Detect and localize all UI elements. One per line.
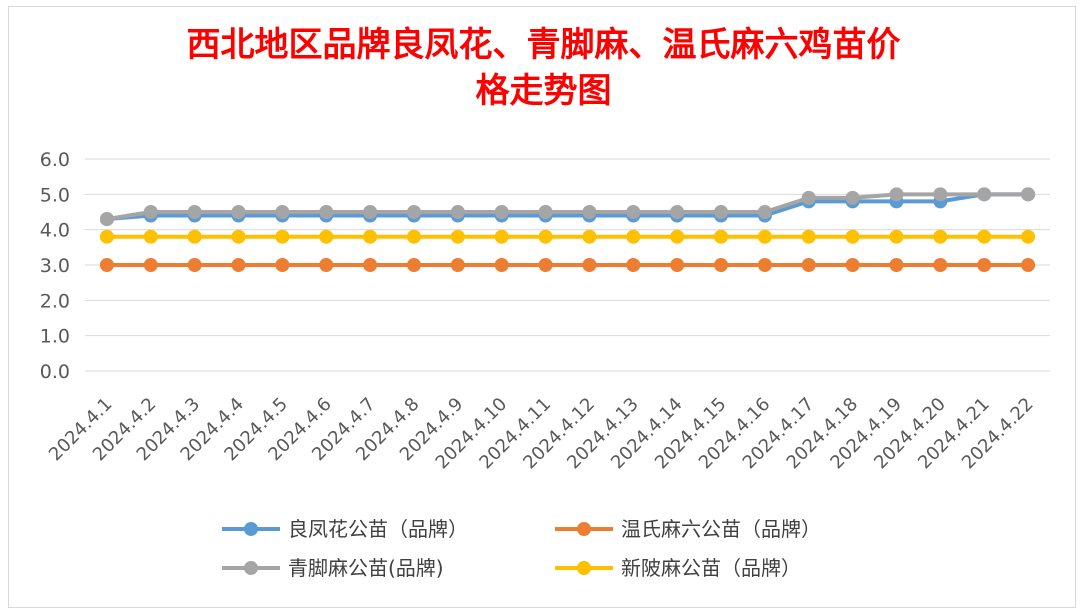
legend-swatch-marker	[244, 522, 258, 536]
legend-swatch-marker	[244, 561, 258, 575]
data-point	[801, 258, 816, 272]
data-point	[757, 205, 772, 219]
data-point	[406, 229, 421, 244]
legend-item: 良凤花公苗（品牌）	[222, 517, 468, 541]
data-point	[494, 229, 509, 244]
y-tick-label: 6.0	[40, 149, 70, 171]
series-lines	[99, 187, 1036, 272]
data-point	[670, 258, 685, 272]
data-point	[187, 229, 202, 244]
data-point	[231, 258, 246, 272]
data-point	[714, 258, 729, 272]
data-point	[99, 258, 114, 272]
data-point	[889, 258, 904, 272]
chart-title-line-1: 西北地区品牌良凤花、青脚麻、温氏麻六鸡苗价	[186, 25, 901, 65]
data-point	[538, 229, 553, 244]
data-point	[275, 258, 290, 272]
data-point	[99, 212, 114, 227]
legend-label: 青脚麻公苗(品牌)	[288, 556, 444, 580]
series-3	[99, 229, 1036, 244]
data-point	[977, 229, 992, 244]
data-point	[275, 205, 290, 219]
data-point	[670, 205, 685, 219]
data-point	[933, 187, 948, 202]
chart-title-line-2: 格走势图	[475, 71, 612, 111]
data-point	[626, 205, 641, 219]
data-point	[889, 229, 904, 244]
data-point	[99, 229, 114, 244]
data-point	[406, 205, 421, 219]
data-point	[275, 229, 290, 244]
chart-frame	[8, 6, 1076, 608]
legend-item: 温氏麻六公苗（品牌）	[555, 517, 821, 541]
data-point	[538, 205, 553, 219]
y-tick-label: 5.0	[40, 184, 70, 206]
y-axis-ticks: 0.0 1.0 2.0 3.0 4.0 5.0 6.0	[40, 149, 70, 383]
data-point	[977, 258, 992, 272]
data-point	[801, 229, 816, 244]
data-point	[406, 258, 421, 272]
legend-swatch-marker	[577, 522, 591, 536]
series-1	[99, 258, 1036, 272]
data-point	[933, 258, 948, 272]
data-point	[582, 205, 597, 219]
legend: 良凤花公苗（品牌） 温氏麻六公苗（品牌） 青脚麻公苗(品牌) 新陂麻公苗（品牌）	[222, 517, 821, 580]
data-point	[143, 229, 158, 244]
data-point	[494, 205, 509, 219]
data-point	[363, 229, 378, 244]
data-point	[582, 229, 597, 244]
data-point	[143, 258, 158, 272]
x-axis-ticks: 2024.4.12024.4.22024.4.32024.4.42024.4.5…	[45, 394, 1038, 474]
data-point	[714, 205, 729, 219]
data-point	[977, 187, 992, 202]
series-line	[106, 192, 1029, 222]
series-2	[99, 187, 1036, 227]
data-point	[1021, 258, 1036, 272]
data-point	[933, 229, 948, 244]
y-tick-label: 0.0	[40, 361, 70, 383]
legend-item: 青脚麻公苗(品牌)	[222, 556, 444, 580]
data-point	[450, 229, 465, 244]
y-tick-label: 4.0	[40, 220, 70, 242]
series-line	[106, 192, 1029, 222]
data-point	[363, 205, 378, 219]
data-point	[143, 205, 158, 219]
data-point	[582, 258, 597, 272]
data-point	[889, 187, 904, 202]
data-point	[801, 190, 816, 205]
data-point	[845, 258, 860, 272]
data-point	[450, 258, 465, 272]
legend-label: 新陂麻公苗（品牌）	[621, 556, 801, 580]
data-point	[670, 229, 685, 244]
y-tick-label: 2.0	[40, 290, 70, 312]
data-point	[450, 205, 465, 219]
data-point	[626, 258, 641, 272]
legend-label: 温氏麻六公苗（品牌）	[621, 517, 821, 541]
data-point	[714, 229, 729, 244]
data-point	[845, 229, 860, 244]
y-tick-label: 3.0	[40, 255, 70, 277]
data-point	[363, 258, 378, 272]
data-point	[231, 229, 246, 244]
data-point	[494, 258, 509, 272]
data-point	[757, 229, 772, 244]
legend-swatch-marker	[577, 561, 591, 575]
data-point	[319, 205, 334, 219]
data-point	[1021, 187, 1036, 202]
chart-title: 西北地区品牌良凤花、青脚麻、温氏麻六鸡苗价 格走势图	[0, 22, 1087, 114]
data-point	[538, 258, 553, 272]
data-point	[626, 229, 641, 244]
legend-item: 新陂麻公苗（品牌）	[555, 556, 801, 580]
data-point	[757, 258, 772, 272]
data-point	[231, 205, 246, 219]
data-point	[187, 258, 202, 272]
y-tick-label: 1.0	[40, 326, 70, 348]
data-point	[1021, 229, 1036, 244]
data-point	[319, 258, 334, 272]
data-point	[845, 190, 860, 205]
data-point	[319, 229, 334, 244]
legend-label: 良凤花公苗（品牌）	[288, 517, 468, 541]
data-point	[187, 205, 202, 219]
